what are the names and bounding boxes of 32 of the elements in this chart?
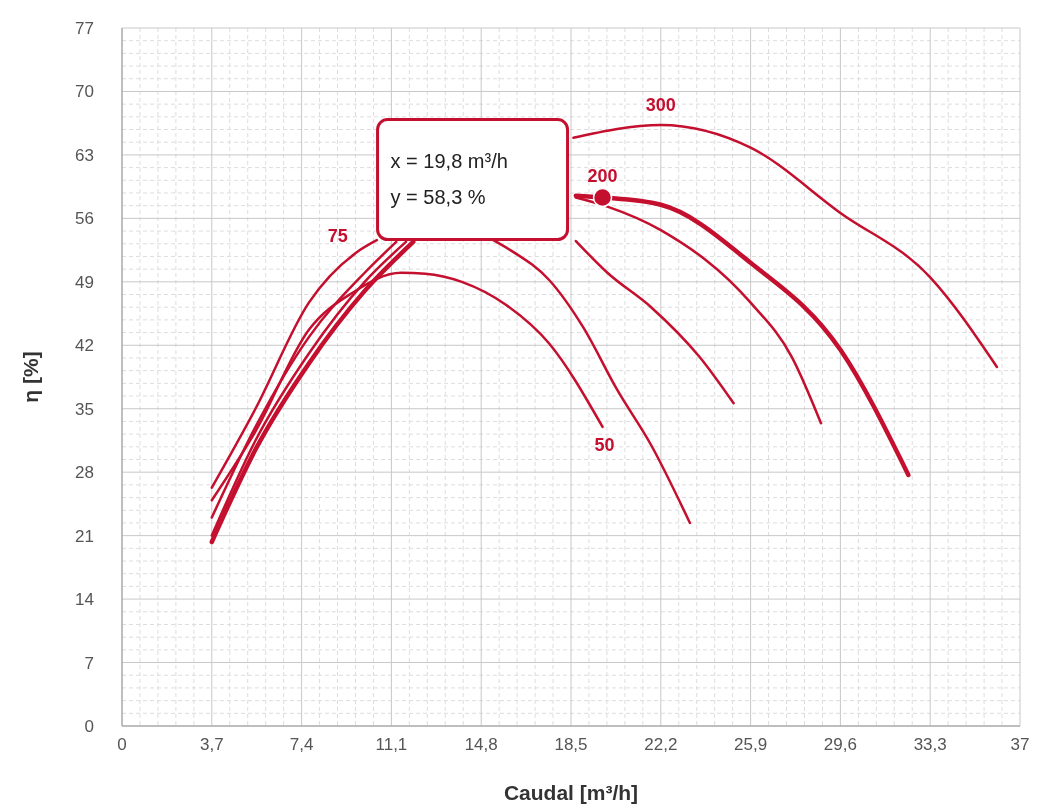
y-tick-label: 7 <box>84 653 94 673</box>
y-tick-label: 70 <box>75 82 94 102</box>
y-axis-title: η [%] <box>19 351 42 403</box>
x-tick-label: 37 <box>1010 735 1030 754</box>
y-tick-label: 28 <box>75 463 94 483</box>
series-label: 50 <box>594 434 615 455</box>
x-tick-label: 22,2 <box>644 735 678 754</box>
y-tick-label: 77 <box>75 19 94 38</box>
x-axis-title: Caudal [m³/h] <box>503 781 639 804</box>
annotation: x = 19,8 m³/h <box>390 149 508 172</box>
tooltip-box: x = 19,8 m³/h y = 58,3 % <box>376 118 570 241</box>
x-tick-label: 7,4 <box>289 735 314 754</box>
series-label: 200 <box>587 165 618 186</box>
y-tick-label: 35 <box>75 399 94 419</box>
y-tick-label: 0 <box>84 717 94 736</box>
y-tick-label: 63 <box>75 145 94 165</box>
x-tick-label: 29,6 <box>823 735 857 754</box>
y-tick-label: 42 <box>75 336 94 356</box>
x-tick-label: 0 <box>117 735 127 754</box>
x-tick-label: 18,5 <box>554 735 588 754</box>
y-tick-label: 21 <box>75 526 94 546</box>
series-label: 300 <box>645 94 676 115</box>
x-tick-label: 11,1 <box>375 735 408 754</box>
x-tick-label: 25,9 <box>734 735 768 754</box>
x-tick-label: 14,8 <box>464 735 498 754</box>
series-label: 75 <box>327 226 348 247</box>
x-tick-label: 3,7 <box>199 735 224 754</box>
y-tick-label: 14 <box>75 590 94 610</box>
y-tick-label: 49 <box>75 272 94 292</box>
annotation: y = 58,3 % <box>390 185 486 208</box>
x-tick-label: 33,3 <box>913 735 947 754</box>
y-tick-label: 56 <box>75 209 94 229</box>
